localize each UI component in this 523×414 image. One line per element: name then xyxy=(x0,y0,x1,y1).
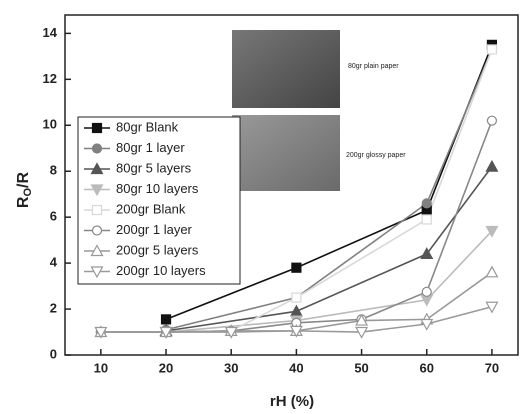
sem-image xyxy=(232,30,340,108)
x-tick-label: 40 xyxy=(289,360,303,375)
x-tick-label: 60 xyxy=(420,360,434,375)
y-tick-label: 0 xyxy=(50,346,57,361)
y-tick-label: 8 xyxy=(50,163,57,178)
marker xyxy=(91,122,103,134)
y-tick-label: 12 xyxy=(43,71,57,86)
y-label-sub: O xyxy=(22,188,34,197)
marker xyxy=(486,115,498,126)
marker xyxy=(91,143,103,154)
y-tick-label: 14 xyxy=(43,25,58,40)
legend-label: 80gr 1 layer xyxy=(116,140,185,155)
sem-image xyxy=(232,115,340,191)
x-tick-label: 30 xyxy=(224,360,238,375)
marker xyxy=(485,265,499,278)
image-caption: 80gr plain paper xyxy=(348,63,399,70)
x-axis-label: rH (%) xyxy=(270,393,314,410)
legend-label: 200gr 10 layers xyxy=(116,263,206,278)
y-label-part: /R xyxy=(15,171,32,187)
x-tick-label: 10 xyxy=(94,360,108,375)
y-tick-label: 4 xyxy=(50,255,58,270)
marker xyxy=(90,244,104,257)
marker xyxy=(160,314,172,325)
marker xyxy=(355,326,369,339)
legend-label: 200gr Blank xyxy=(116,201,186,216)
x-tick-label: 50 xyxy=(354,360,368,375)
legend-label: 80gr 5 layers xyxy=(116,160,192,175)
marker xyxy=(90,162,104,175)
marker xyxy=(291,262,302,273)
image-caption: 200gr glossy paper xyxy=(346,152,406,159)
y-label-part: R xyxy=(15,196,32,208)
marker xyxy=(289,304,303,317)
marker xyxy=(159,326,173,339)
marker xyxy=(420,318,434,331)
marker xyxy=(355,313,369,326)
x-tick-label: 70 xyxy=(485,360,499,375)
marker xyxy=(421,198,432,209)
marker xyxy=(485,301,499,314)
y-tick-label: 10 xyxy=(43,117,57,132)
marker xyxy=(420,247,434,260)
y-axis-label: RO/R xyxy=(15,171,34,208)
legend-box xyxy=(77,116,241,285)
legend-label: 80gr 10 layers xyxy=(116,181,199,196)
marker xyxy=(486,44,498,55)
marker xyxy=(224,326,238,339)
marker xyxy=(91,225,103,236)
marker xyxy=(485,159,499,172)
legend-label: 200gr 1 layer xyxy=(116,222,193,237)
plot-frame xyxy=(64,14,519,356)
marker xyxy=(421,214,432,225)
series-line xyxy=(165,166,493,332)
y-tick-label: 2 xyxy=(50,300,57,315)
marker xyxy=(289,325,303,338)
marker xyxy=(90,184,104,197)
legend-label: 80gr Blank xyxy=(116,119,179,134)
y-tick-label: 6 xyxy=(50,209,57,224)
x-tick-label: 20 xyxy=(159,360,173,375)
series-line xyxy=(165,49,493,331)
legend-label: 200gr 5 layers xyxy=(116,242,199,257)
marker xyxy=(91,204,103,216)
marker xyxy=(90,266,104,279)
marker xyxy=(291,292,302,303)
marker xyxy=(421,286,432,297)
marker xyxy=(94,326,108,339)
marker xyxy=(485,225,499,238)
